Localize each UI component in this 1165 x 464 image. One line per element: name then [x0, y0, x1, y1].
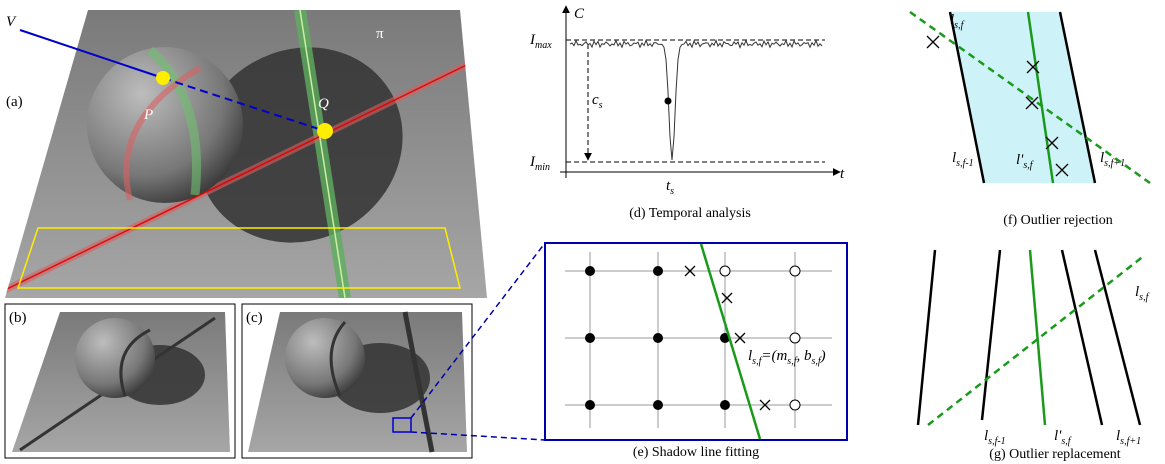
panel-e: ls,f=(ms,f, bs,f) (e) Shadow line fittin… [545, 243, 847, 460]
panel-g: ls,f ls,f-1 l's,f ls,f+1 (g) Outlier rep… [918, 250, 1150, 462]
label-sub: s,f [1023, 160, 1033, 171]
caption: (d) Temporal analysis [629, 206, 751, 221]
panel-c: (c) [242, 304, 472, 458]
svg-text:l's,f: l's,f [1054, 428, 1072, 447]
svg-text:ls,f: ls,f [1135, 284, 1150, 303]
caption: (g) Outlier replacement [989, 447, 1120, 462]
label-sub: s [670, 186, 674, 197]
panel-label: (b) [9, 310, 27, 326]
svg-text:ts: ts [666, 178, 674, 197]
svg-text:ls,f+1: ls,f+1 [1116, 428, 1141, 447]
label-sub: s,f-1 [988, 436, 1006, 447]
label-sub: max [535, 40, 552, 51]
panel-b: (b) [5, 304, 235, 458]
label-sub: s,f [1139, 292, 1149, 303]
label-sub: s,f+1 [1104, 158, 1125, 169]
point-label: Q [318, 96, 329, 112]
caption: (e) Shadow line fitting [633, 445, 759, 460]
panel-label: (a) [6, 94, 23, 110]
point-label: P [143, 107, 153, 123]
panel-d: C t Imax Imin cs ts (d) Temporal analysi… [529, 6, 845, 221]
label-sub: s,f [1061, 436, 1071, 447]
label-sub: s,f [954, 20, 964, 31]
panel-label: (c) [246, 310, 263, 326]
eq-part: , b [796, 348, 812, 364]
svg-text:ls,f-1: ls,f-1 [952, 150, 974, 169]
panel-f: ls,f ls,f-1 l's,f ls,f+1 (f) Outlier rej… [910, 12, 1150, 228]
label-sub: s [599, 100, 603, 111]
svg-text:ls,f+1: ls,f+1 [1100, 150, 1125, 169]
view-label: V [6, 14, 17, 30]
plane-label: π [376, 26, 384, 42]
label-sub: s,f-1 [956, 158, 974, 169]
svg-text:Imax: Imax [529, 32, 552, 51]
axis-label: t [840, 166, 845, 182]
panel-a: V π (a) P Q [5, 10, 487, 298]
axis-label: C [574, 6, 585, 22]
figure: V π (a) P Q (b) (c) C t Imax Imin cs ts … [0, 0, 1165, 464]
label-sub: min [535, 162, 550, 173]
label-sub: s,f+1 [1120, 436, 1141, 447]
caption: (f) Outlier rejection [1003, 213, 1113, 228]
svg-text:Imin: Imin [529, 154, 550, 173]
svg-text:cs: cs [592, 92, 603, 111]
eq-part: =(m [761, 348, 787, 364]
eq-part: ) [820, 348, 826, 364]
svg-text:ls,f-1: ls,f-1 [984, 428, 1006, 447]
